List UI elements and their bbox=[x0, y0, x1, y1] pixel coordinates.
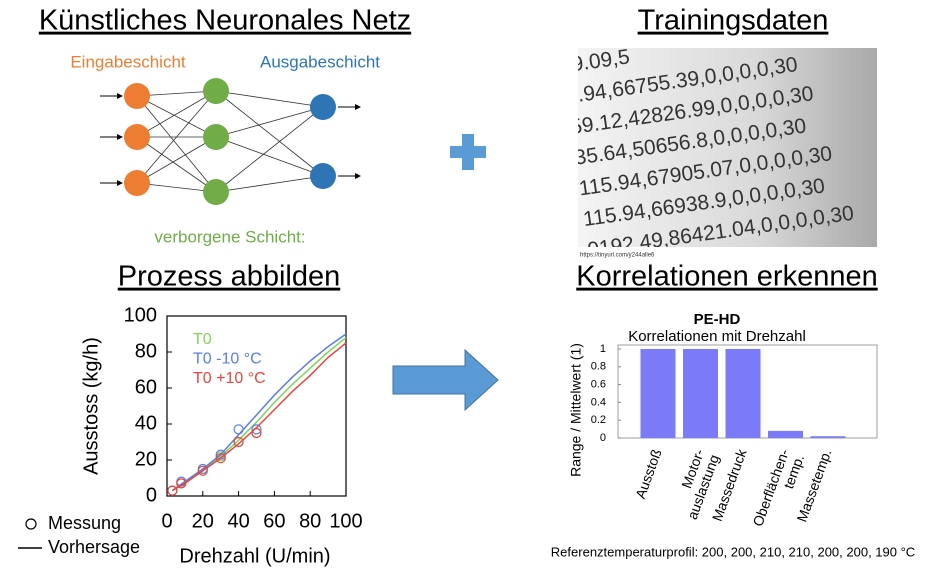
input-node bbox=[124, 124, 150, 150]
legend-entry: T0 +10 °C bbox=[193, 370, 266, 387]
y-tick-label: 0.8 bbox=[591, 361, 606, 373]
edge bbox=[215, 106, 324, 138]
chart-title: PE-HD bbox=[694, 311, 741, 328]
network-diagram bbox=[100, 78, 361, 205]
measurement-point bbox=[233, 436, 244, 448]
edge bbox=[136, 90, 217, 138]
edge bbox=[215, 90, 324, 108]
bar bbox=[725, 349, 761, 438]
y-axis-label: Ausstoss (kg/h) bbox=[80, 337, 102, 475]
legend-entry: T0 -10 °C bbox=[193, 351, 262, 368]
y-tick-label: 0 bbox=[600, 432, 606, 444]
plot-frame bbox=[166, 315, 347, 497]
x-tick-label: 0 bbox=[161, 510, 172, 532]
x-axis-label: Drehzahl (U/min) bbox=[179, 545, 330, 567]
y-tick-label: 100 bbox=[124, 304, 157, 326]
edge bbox=[136, 95, 217, 138]
legend-marker bbox=[25, 518, 37, 530]
x-tick-label: 40 bbox=[227, 510, 249, 532]
input-node bbox=[124, 170, 150, 196]
image-source: https://tinyurl.com/y244alle6 bbox=[580, 253, 655, 259]
y-tick-label: 80 bbox=[135, 340, 157, 362]
edge bbox=[136, 182, 217, 193]
hidden-label: verborgene Schicht: bbox=[154, 227, 305, 246]
edge bbox=[136, 90, 217, 97]
edge bbox=[136, 136, 217, 193]
legend-entry: Messung bbox=[48, 513, 121, 533]
x-tick-label: Ausstoß bbox=[632, 447, 665, 501]
heading: Korrelationen erkennen bbox=[576, 261, 877, 293]
input-label: Eingabeschicht bbox=[70, 52, 186, 71]
chart-subtitle: Korrelationen mit Drehzahl bbox=[628, 328, 806, 345]
y-tick-label: 0.2 bbox=[591, 414, 606, 426]
training-image: 9.09,55.94,66755.39,0,0,0,0,3059.12,4282… bbox=[578, 48, 877, 247]
x-tick-label: 60 bbox=[263, 510, 285, 532]
bar bbox=[810, 436, 846, 438]
y-tick-label: 60 bbox=[135, 376, 157, 398]
edge bbox=[215, 90, 324, 177]
y-tick-label: 0 bbox=[146, 484, 157, 506]
edge bbox=[136, 90, 217, 184]
hidden-node bbox=[203, 179, 229, 205]
measurement-point bbox=[167, 485, 178, 496]
legend-entry: Vorhersage bbox=[48, 537, 140, 557]
bar bbox=[768, 430, 803, 438]
prediction-line bbox=[171, 333, 347, 492]
process-chart: 0 20 40 60 80 100 0 20 40 60 80 100 Drehzahl (U/min)… bbox=[18, 304, 363, 567]
hidden-node bbox=[203, 124, 229, 150]
input-node bbox=[124, 83, 150, 109]
x-tick-label: 20 bbox=[192, 510, 214, 532]
y-axis-label: Range / Mittelwert (1) bbox=[568, 343, 584, 477]
edge bbox=[215, 136, 324, 177]
edge bbox=[136, 136, 217, 184]
legend-entry: T0 bbox=[193, 331, 212, 348]
prediction-line bbox=[171, 342, 347, 492]
y-tick-label: 0.6 bbox=[591, 379, 606, 391]
bar bbox=[640, 349, 676, 438]
measurement-point bbox=[197, 465, 208, 476]
heading: Künstliches Neuronales Netz bbox=[39, 5, 411, 37]
y-tick-label: 0.4 bbox=[591, 396, 606, 408]
output-label: Ausgabeschicht bbox=[260, 52, 380, 71]
edge bbox=[215, 106, 324, 193]
edge bbox=[215, 175, 324, 193]
heading: Prozess abbilden bbox=[118, 261, 340, 293]
bar bbox=[683, 349, 718, 438]
measurement-point bbox=[251, 424, 262, 435]
y-tick-label: 40 bbox=[135, 412, 157, 434]
y-tick-label: 1 bbox=[600, 343, 606, 355]
x-tick-label: 80 bbox=[299, 510, 321, 532]
arrow-icon bbox=[392, 348, 499, 412]
y-tick-label: 20 bbox=[135, 448, 157, 470]
output-node bbox=[310, 94, 336, 120]
heading: Trainingsdaten bbox=[638, 5, 829, 37]
measurement-point bbox=[233, 424, 244, 435]
plus-icon bbox=[450, 134, 486, 170]
footnote: Referenztemperaturprofil: 200, 200, 210,… bbox=[551, 544, 915, 559]
x-tick-label: 100 bbox=[329, 510, 362, 532]
output-node bbox=[310, 163, 336, 189]
edge bbox=[136, 95, 217, 193]
measurement-point bbox=[251, 427, 262, 439]
hidden-node bbox=[203, 78, 229, 104]
measurement-point bbox=[176, 478, 187, 489]
measurement-point bbox=[215, 453, 226, 464]
